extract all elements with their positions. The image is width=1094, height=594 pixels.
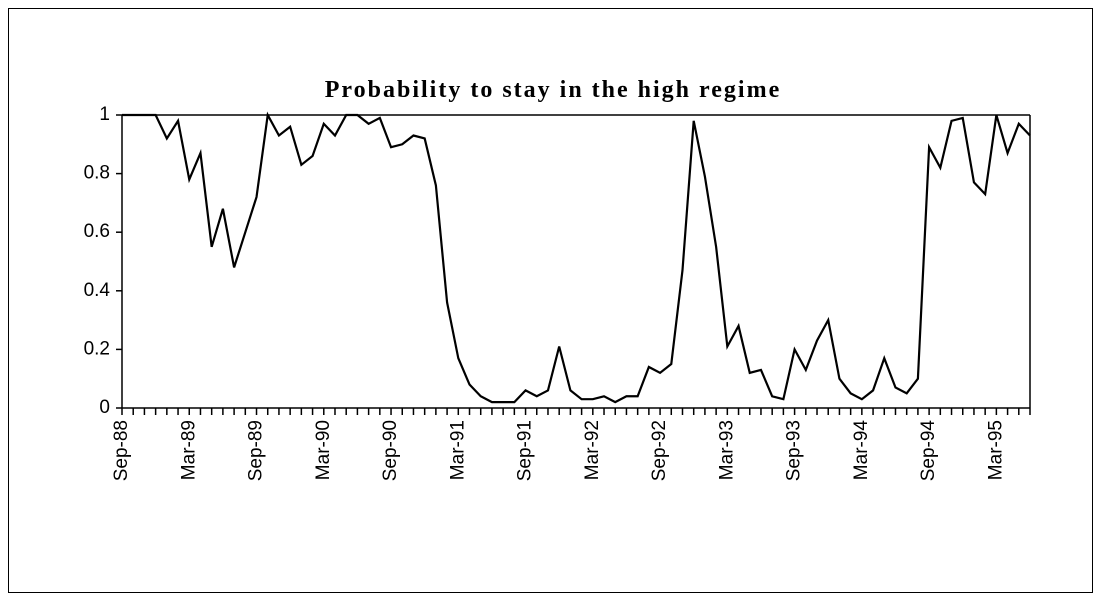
x-tick-label: Sep-94 xyxy=(918,420,939,482)
x-tick-label: Mar-90 xyxy=(313,420,334,480)
x-tick-label: Mar-93 xyxy=(716,420,737,480)
x-tick-label: Mar-91 xyxy=(447,420,468,480)
x-tick-label: Sep-91 xyxy=(515,420,536,481)
y-tick-label: 0.4 xyxy=(84,280,111,301)
x-tick-label: Mar-94 xyxy=(851,420,872,481)
x-tick-label: Mar-89 xyxy=(178,420,199,480)
y-tick-label: 1 xyxy=(99,104,110,125)
y-tick-label: 0 xyxy=(99,397,110,418)
chart-title: Probability to stay in the high regime xyxy=(325,77,781,103)
x-tick-label: Mar-92 xyxy=(582,420,603,480)
x-tick-label: Sep-88 xyxy=(111,420,132,481)
x-tick-label: Sep-89 xyxy=(246,420,267,481)
chart-border xyxy=(8,8,1093,593)
x-tick-label: Sep-90 xyxy=(380,420,401,481)
x-tick-label: Sep-92 xyxy=(649,420,670,481)
data-line xyxy=(122,111,1031,404)
x-tick-label: Mar-95 xyxy=(985,420,1006,480)
y-tick-label: 0.6 xyxy=(84,221,110,242)
y-tick-label: 0.8 xyxy=(84,163,110,184)
y-tick-label: 0.2 xyxy=(84,338,110,359)
x-tick-label: Sep-93 xyxy=(784,420,805,481)
